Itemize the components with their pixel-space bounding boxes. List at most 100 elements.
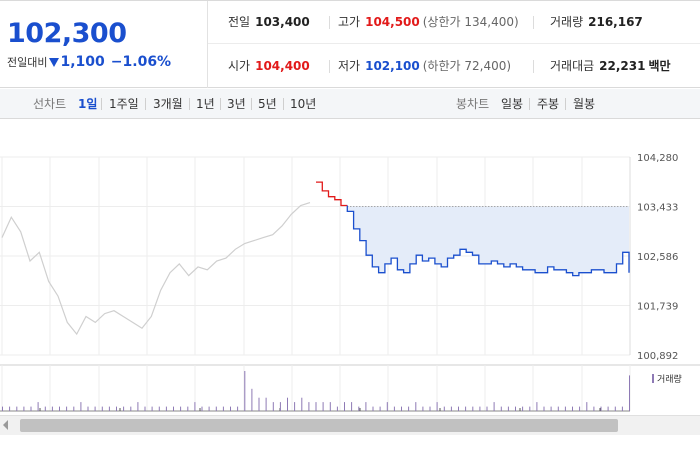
volume-bar: [2, 406, 3, 411]
quote-stats: 전일 103,400 고가 104,500 (상한가 134,400) 거래량 216,…: [208, 1, 700, 88]
volume-bar: [379, 406, 381, 411]
volume-bar: [507, 406, 509, 411]
tab-daily-candle[interactable]: 일봉: [501, 97, 524, 111]
volume-bar: [165, 406, 167, 411]
change-value: 1,100: [60, 54, 105, 70]
volume-bar: [222, 406, 224, 411]
stats-row-1: 전일 103,400 고가 104,500 (상한가 134,400) 거래량 216,…: [208, 1, 700, 44]
volume-bar: [237, 406, 239, 411]
volume-bar: [600, 406, 602, 411]
divider: [189, 98, 190, 110]
volume-bar: [87, 406, 89, 411]
volume-bar: [23, 406, 25, 411]
volume-bar: [393, 406, 395, 411]
volume-bar: [315, 402, 317, 411]
volume-bar: [44, 406, 46, 411]
volume-bar: [251, 388, 253, 411]
divider: [101, 98, 102, 110]
stats-row-2: 시가 104,400 저가 102,100 (하한가 72,400) 거래대금 22,2…: [208, 45, 700, 88]
today-price-line: [346, 205, 630, 277]
volume-bar: [629, 375, 630, 411]
volume-bar: [180, 406, 182, 411]
stat-volume: 거래량 216,167: [550, 15, 643, 29]
volume-bar: [301, 397, 303, 411]
current-price: 102,300: [7, 18, 127, 49]
chart-period-tabs: 선차트 1일 1주일 3개월 1년 3년 5년 10년 봉차트 일봉 주봉 월봉: [0, 89, 700, 119]
tab-3year[interactable]: 3년: [227, 97, 246, 111]
stat-high: 고가 104,500 (상한가 134,400): [338, 15, 519, 29]
price-change: 전일대비 1,100 −1.06%: [7, 54, 171, 70]
volume-bar: [151, 406, 153, 411]
volume-bar: [336, 406, 338, 411]
volume-bar: [294, 402, 296, 411]
volume-bar: [443, 406, 445, 411]
volume-bar: [515, 406, 516, 411]
volume-bar: [415, 402, 417, 411]
volume-bar: [422, 406, 424, 411]
volume-bar: [493, 402, 495, 411]
volume-bar: [101, 406, 103, 411]
volume-bar: [123, 406, 125, 411]
chart-svg: 104,280 103,433 102,586 101,739 100,892 …: [0, 153, 700, 412]
volume-bar: [386, 402, 388, 411]
volume-grid: [0, 365, 631, 412]
divider: [251, 98, 252, 110]
quote-panel: 102,300 전일대비 1,100 −1.06% 전일 103,400 고가 104,…: [0, 0, 700, 88]
volume-bar: [536, 402, 538, 411]
volume-bar: [144, 406, 146, 411]
volume-bar: [272, 402, 274, 411]
volume-bar: [37, 402, 39, 411]
volume-bar: [308, 402, 310, 411]
stat-open: 시가 104,400: [228, 59, 310, 73]
volume-bar: [59, 406, 60, 411]
volume-bar: [279, 402, 281, 411]
tab-monthly-candle[interactable]: 월봉: [573, 97, 596, 111]
tab-10year[interactable]: 10년: [290, 97, 317, 111]
volume-bar: [465, 406, 467, 411]
divider: [220, 98, 221, 110]
volume-bar: [365, 402, 367, 411]
chart-horizontal-scrollbar[interactable]: [0, 415, 700, 435]
volume-bar: [344, 402, 345, 411]
volume-bar: [586, 402, 588, 411]
volume-bar: [329, 402, 331, 411]
tab-3month[interactable]: 3개월: [153, 97, 183, 111]
tab-1year[interactable]: 1년: [196, 97, 215, 111]
divider: [533, 16, 534, 29]
divider: [283, 98, 284, 110]
y-tick-label: 100,892: [637, 351, 678, 362]
y-tick-label: 101,739: [637, 302, 678, 313]
volume-legend-swatch: [652, 374, 654, 383]
volume-bar: [66, 406, 68, 411]
volume-bar: [557, 406, 559, 411]
y-tick-label: 102,586: [637, 252, 678, 263]
volume-bar: [230, 406, 231, 411]
volume-bar: [9, 406, 11, 411]
divider: [533, 60, 534, 73]
intraday-chart: 104,280 103,433 102,586 101,739 100,892 …: [0, 120, 700, 415]
volume-bar: [73, 406, 75, 411]
tab-5year[interactable]: 5년: [258, 97, 277, 111]
volume-bar: [621, 406, 623, 411]
volume-bar: [500, 406, 502, 411]
stat-low: 저가 102,100 (하한가 72,400): [338, 59, 512, 73]
volume-bar: [450, 406, 452, 411]
tab-1week[interactable]: 1주일: [109, 97, 139, 111]
volume-bar: [215, 406, 217, 411]
scroll-thumb[interactable]: [20, 419, 618, 432]
volume-bar: [550, 406, 552, 411]
volume-bar: [572, 406, 573, 411]
volume-bar: [158, 406, 160, 411]
volume-bar: [436, 402, 438, 411]
volume-bar: [607, 406, 609, 411]
volume-bar: [593, 406, 595, 411]
divider: [145, 98, 146, 110]
stat-prev-close: 전일 103,400: [228, 15, 310, 29]
scroll-left-icon[interactable]: [3, 420, 8, 430]
volume-bar: [94, 406, 96, 411]
tab-weekly-candle[interactable]: 주봉: [537, 97, 560, 111]
volume-bar: [458, 406, 459, 411]
volume-bar: [30, 406, 32, 411]
tab-1day[interactable]: 1일: [78, 97, 98, 111]
volume-bar: [529, 406, 531, 411]
